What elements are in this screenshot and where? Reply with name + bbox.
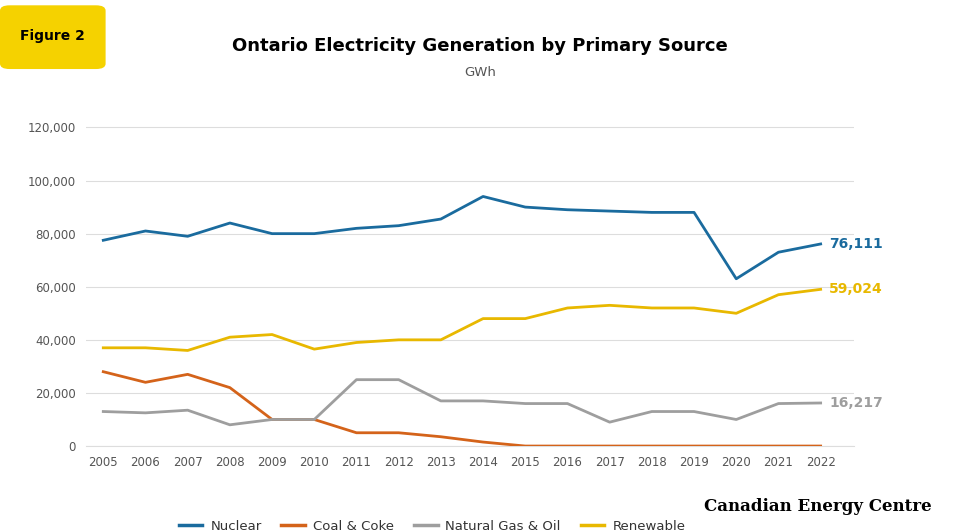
Text: Ontario Electricity Generation by Primary Source: Ontario Electricity Generation by Primar… [232, 37, 728, 55]
Text: Figure 2: Figure 2 [20, 29, 85, 42]
Text: 59,024: 59,024 [829, 282, 883, 296]
Text: GWh: GWh [464, 66, 496, 79]
Text: 76,111: 76,111 [829, 237, 883, 251]
Text: 16,217: 16,217 [829, 396, 883, 410]
Legend: Nuclear, Coal & Coke, Natural Gas & Oil, Renewable: Nuclear, Coal & Coke, Natural Gas & Oil,… [174, 515, 690, 531]
Text: Canadian Energy Centre: Canadian Energy Centre [704, 498, 931, 515]
